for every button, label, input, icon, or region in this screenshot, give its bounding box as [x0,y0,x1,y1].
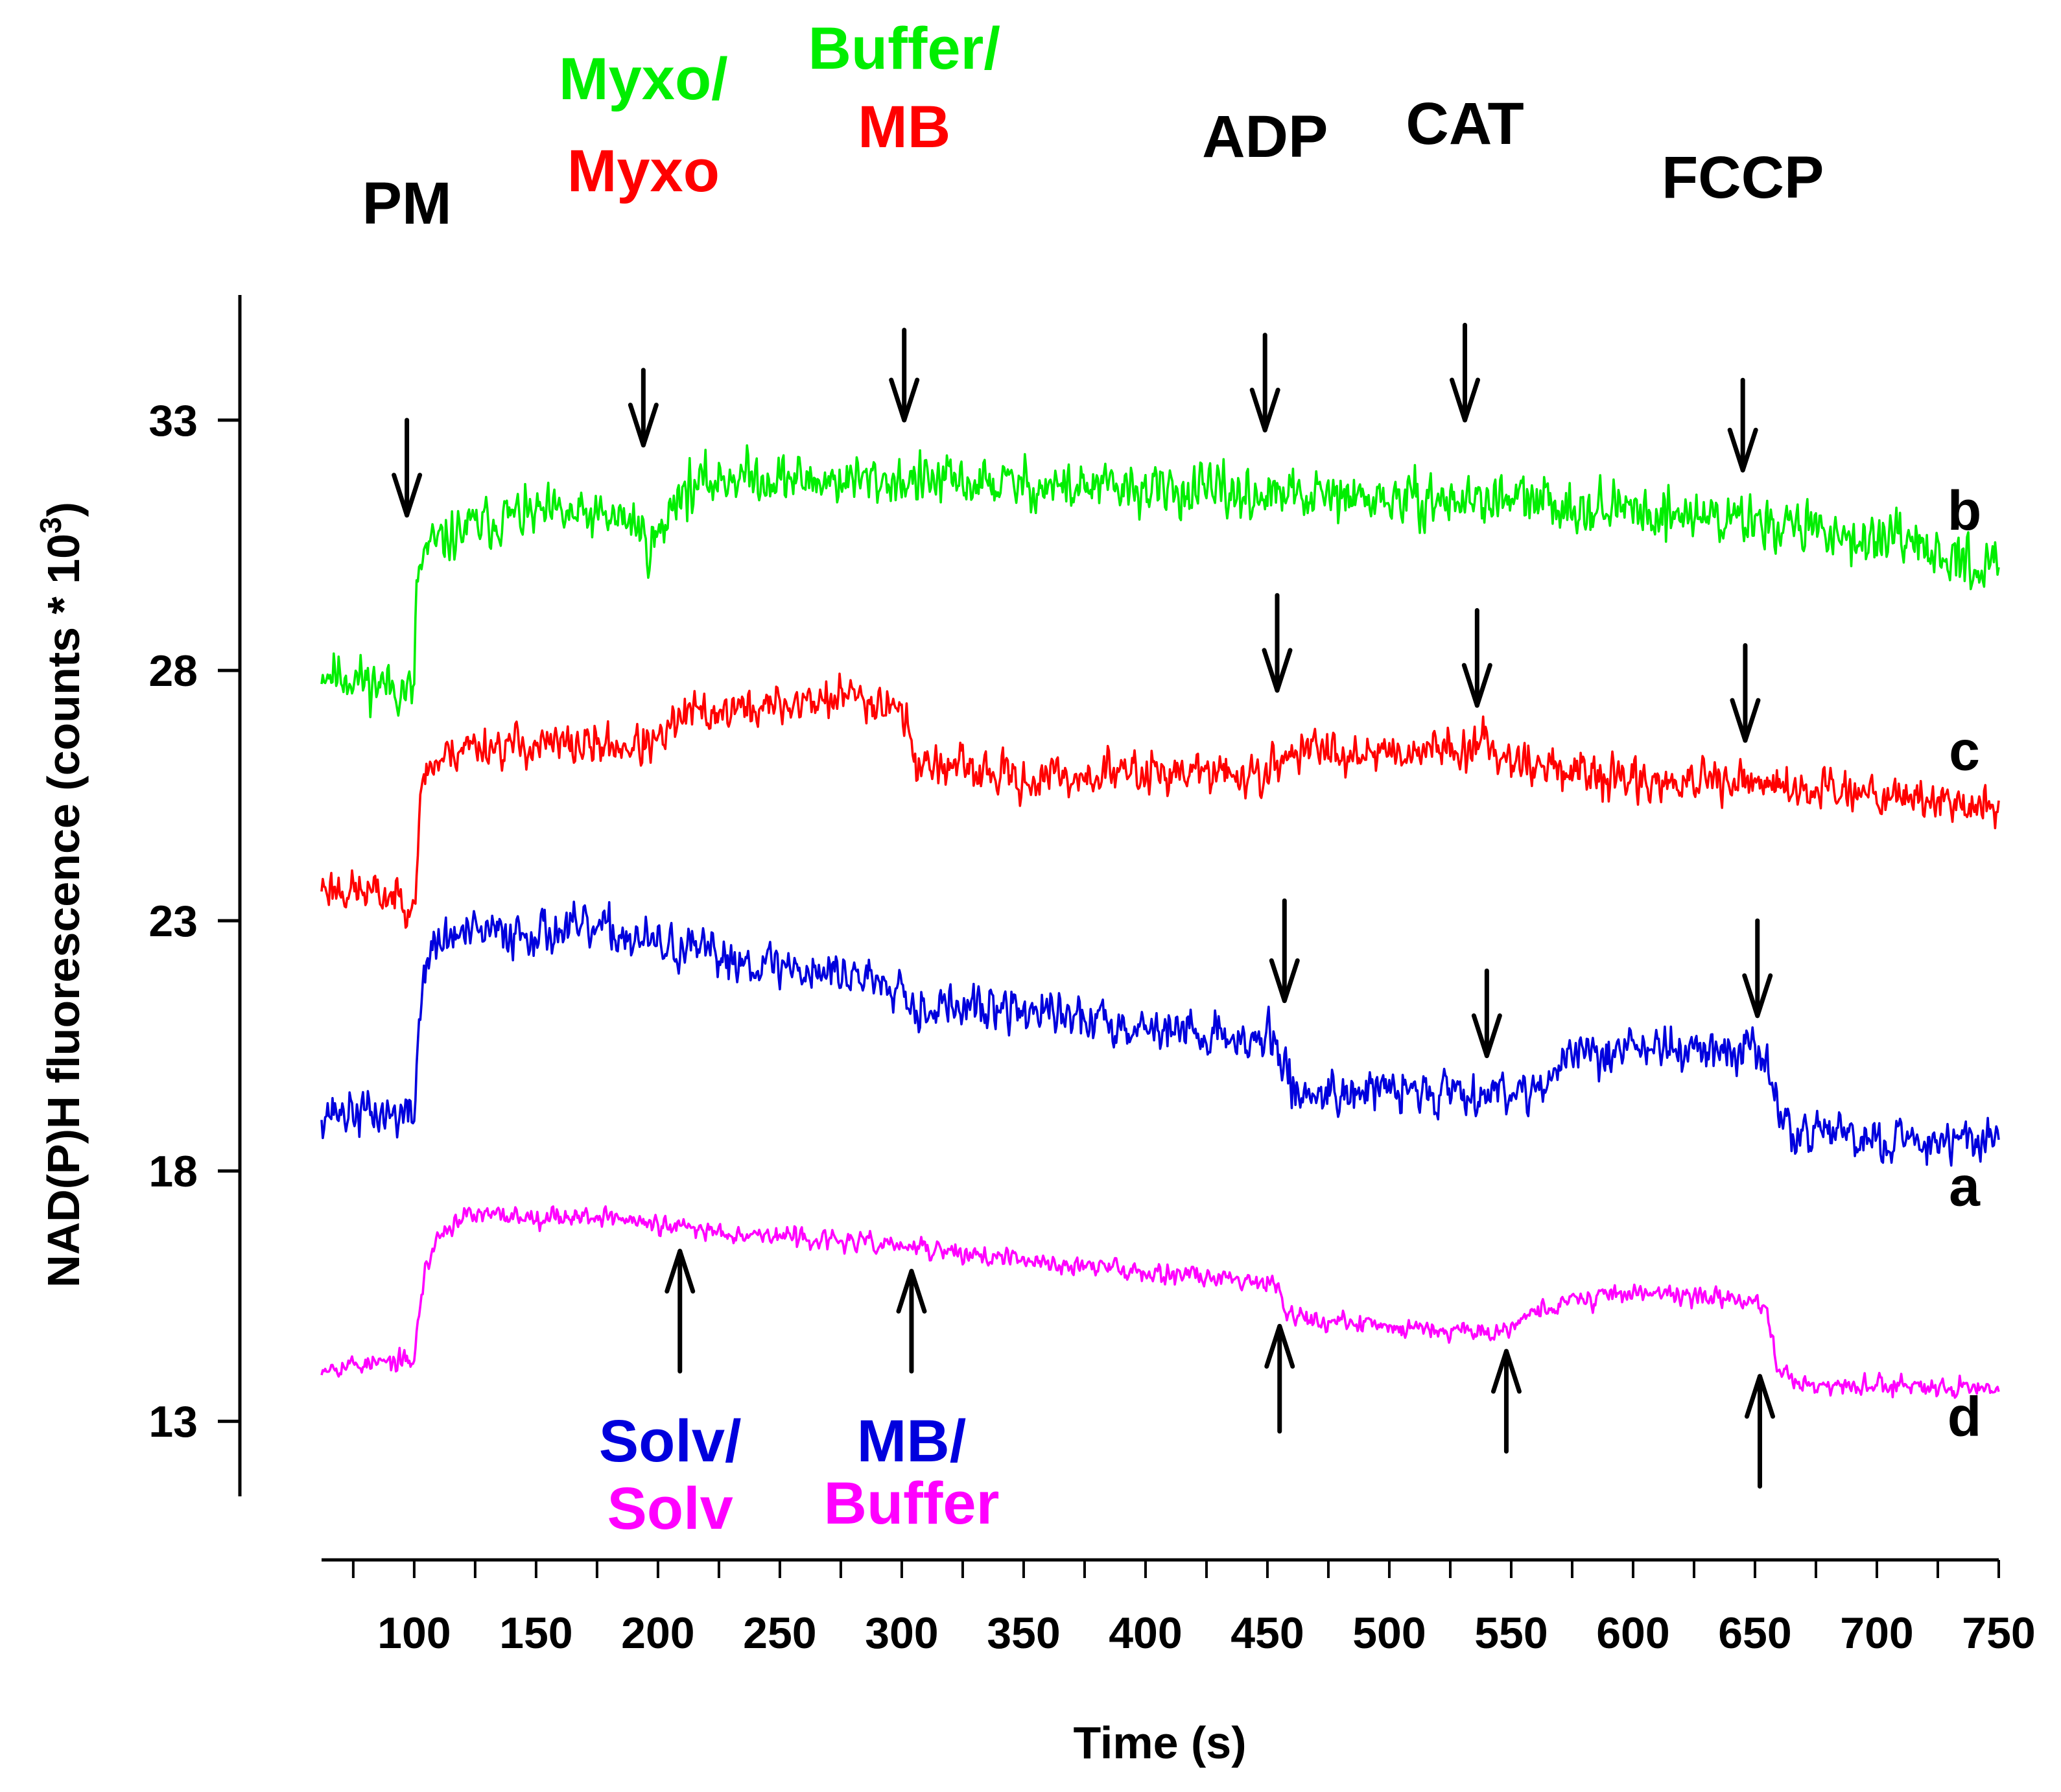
arrow-down-a [1471,968,1502,1059]
plot-annotations: PM Myxo/Myxo Buffer/MB ADP CAT FCCP Solv/Solv M… [362,16,1824,1542]
arrow-down-b [628,368,659,448]
annotation-adp: ADP [1202,104,1328,170]
arrow-down-c [1730,643,1761,743]
arrow-down-c [1461,607,1492,708]
arrow-down-b [889,327,920,423]
x-tick-label: 400 [1109,1609,1182,1658]
trace-label-b: b [1948,480,1982,542]
y-tick-label: 18 [148,1147,198,1196]
annotation-solv: Solv/ [599,1408,742,1474]
x-tick-label: 700 [1840,1609,1913,1658]
y-tick-label: 33 [148,396,198,445]
x-tick-label: 750 [1962,1609,2035,1658]
annotation-myxo: Myxo/ [559,46,728,112]
y-tick-label: 28 [148,646,198,696]
arrow-up-d [1745,1374,1776,1489]
x-tick-label: 350 [987,1609,1060,1658]
x-tick-label: 550 [1474,1609,1548,1658]
annotation-myxo: Myxo [567,138,720,204]
trace-labels: b c a d [1948,480,1982,1448]
y-axis-title-main: NAD(P)H fluorescence (counts * 10 [38,534,89,1288]
arrow-up-d [1264,1323,1295,1434]
arrow-down-b [1450,322,1481,423]
arrow-up-d [665,1249,696,1374]
arrow-down-b [1249,333,1280,432]
x-tick-label: 200 [621,1609,694,1658]
arrow-down-a [1269,898,1300,1004]
y-tick-label: 13 [148,1397,198,1446]
arrow-up-d [896,1269,927,1374]
x-tick-label: 500 [1352,1609,1426,1658]
annotation-solv: Solv [607,1476,733,1542]
y-axis: 13 18 23 28 33 [148,295,242,1496]
trace-label-c: c [1949,720,1980,783]
x-axis: 100 150 200 250 300 350 400 450 500 550 600 650 700 7… [322,1558,2036,1658]
series-line-b [320,444,2000,718]
arrow-down-b [392,418,423,518]
x-tick-label: 650 [1718,1609,1791,1658]
annotation-buffer: Buffer [824,1470,1000,1537]
plot-traces [320,444,2000,1399]
x-tick-label: 100 [377,1609,451,1658]
y-axis-title-suffix: ) [38,502,89,517]
trace-label-a: a [1949,1155,1981,1218]
y-axis-title-superscript: 3 [34,517,67,534]
x-axis-title: Time (s) [1073,1717,1246,1768]
x-tick-label: 250 [743,1609,816,1658]
y-axis-title: NAD(P)H fluorescence (counts * 103) [34,502,89,1288]
annotation-pm: PM [362,171,452,237]
x-tick-label: 600 [1596,1609,1669,1658]
arrow-down-a [1742,918,1773,1019]
annotation-cat: CAT [1406,91,1524,157]
y-tick-label: 23 [148,897,198,946]
plot-arrows [392,322,1776,1489]
series-line-a [320,901,2000,1167]
annotation-fccp: FCCP [1662,145,1824,211]
annotation-buffer: Buffer/ [808,16,1000,82]
arrow-down-b [1727,377,1758,473]
series-line-d [320,1205,2000,1399]
annotation-mb: MB/ [857,1408,967,1474]
arrow-down-c [1262,593,1293,693]
x-tick-label: 450 [1231,1609,1304,1658]
annotation-mb: MB [858,94,950,160]
arrow-up-d [1490,1349,1522,1454]
x-tick-label: 300 [865,1609,938,1658]
x-tick-label: 150 [499,1609,572,1658]
series-line-c [320,672,2000,929]
trace-label-d: d [1948,1385,1982,1448]
